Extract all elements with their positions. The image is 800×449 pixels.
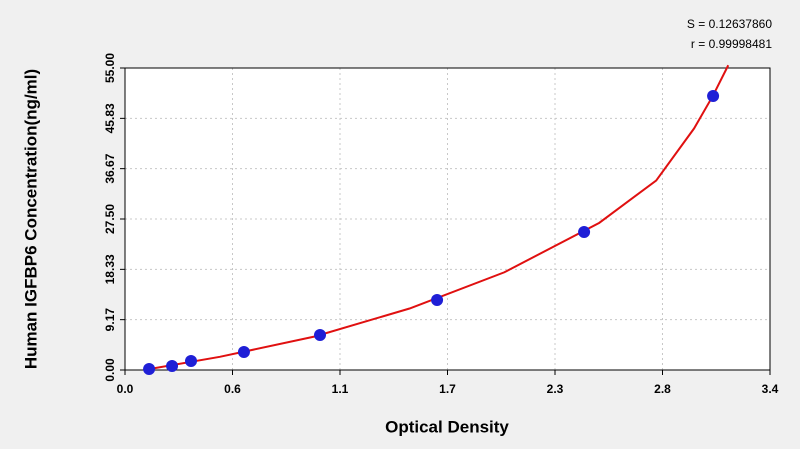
x-tick-label: 2.8 bbox=[654, 382, 671, 396]
x-tick-label: 3.4 bbox=[762, 382, 779, 396]
x-tick-label: 1.7 bbox=[439, 382, 456, 396]
y-tick-label: 9.17 bbox=[103, 308, 117, 332]
data-point bbox=[185, 354, 198, 367]
annotation: S = 0.12637860 bbox=[687, 17, 772, 31]
data-point bbox=[166, 359, 179, 372]
x-axis-label: Optical Density bbox=[385, 417, 509, 436]
x-tick-label: 2.3 bbox=[547, 382, 564, 396]
x-tick-label: 1.1 bbox=[332, 382, 349, 396]
y-tick-label: 55.00 bbox=[103, 53, 117, 83]
y-tick-label: 45.83 bbox=[103, 103, 117, 133]
y-tick-label: 36.67 bbox=[103, 153, 117, 183]
data-point bbox=[578, 226, 591, 239]
plot-border bbox=[124, 67, 771, 371]
x-tick-label: 0.6 bbox=[224, 382, 241, 396]
data-point bbox=[143, 363, 156, 376]
fit-curve bbox=[143, 64, 730, 371]
y-tick-label: 0.00 bbox=[103, 358, 117, 382]
data-point bbox=[707, 90, 720, 103]
y-tick-label: 18.33 bbox=[103, 254, 117, 284]
data-point bbox=[431, 293, 444, 306]
data-point bbox=[237, 345, 250, 358]
x-tick-label: 0.0 bbox=[117, 382, 134, 396]
annotation: r = 0.99998481 bbox=[691, 37, 772, 51]
data-point bbox=[314, 329, 327, 342]
y-tick-label: 27.50 bbox=[103, 204, 117, 234]
y-axis-label: Human IGFBP6 Concentration(ng/ml) bbox=[21, 69, 40, 369]
